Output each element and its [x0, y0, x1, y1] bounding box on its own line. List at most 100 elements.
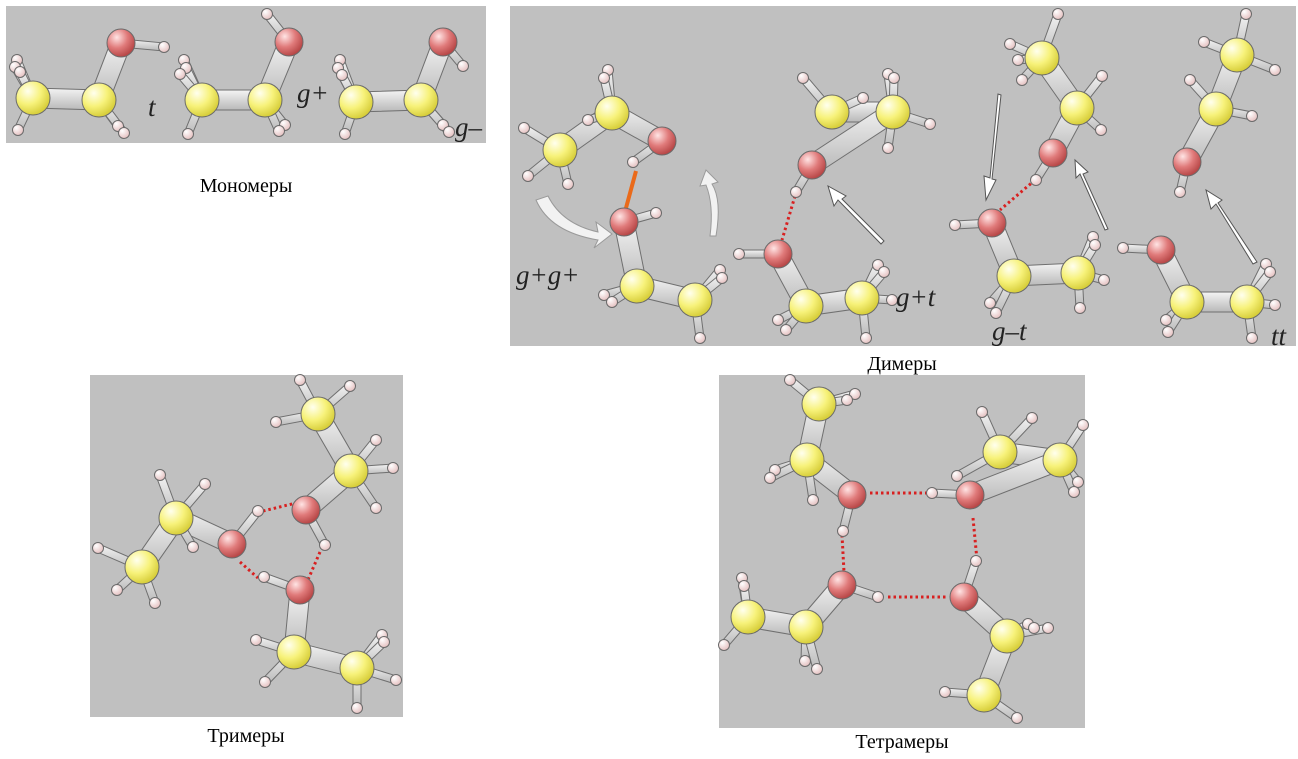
caption-tetramers: Тетрамеры	[855, 731, 948, 753]
hydrogen-bond	[971, 517, 979, 561]
monomers-panel: t g+ g–	[6, 6, 486, 143]
hydrogen-atom	[807, 494, 819, 506]
hydrogen-atom	[694, 332, 706, 344]
hydrogen-atom	[154, 469, 166, 481]
hydrogen-atom	[738, 580, 750, 592]
oxygen-atom	[428, 27, 458, 57]
label-g-minus: g–	[455, 112, 483, 142]
oxygen-atom	[949, 582, 979, 612]
hydrogen-bond	[624, 170, 638, 209]
hydrogen-atom	[1016, 74, 1028, 86]
dimer-gplus-t	[733, 68, 936, 344]
hydrogen-atom	[199, 478, 211, 490]
oxygen-atom	[1038, 138, 1068, 168]
carbon-atom	[15, 80, 51, 116]
hydrogen-atom	[984, 297, 996, 309]
carbon-atom	[300, 396, 336, 432]
hydrogen-atom	[849, 388, 861, 400]
trimer-molecule	[92, 374, 402, 714]
dimer-gplus-gplus	[518, 64, 728, 344]
hydrogen-atom	[1077, 419, 1089, 431]
hydrogen-atom	[811, 663, 823, 675]
label-gminus-t: g–t	[992, 316, 1028, 346]
hydrogen-atom	[12, 124, 24, 136]
hydrogen-atom	[733, 248, 745, 260]
hydrogen-atom	[1074, 302, 1086, 314]
oxygen-atom	[106, 28, 136, 58]
hydrogen-atom	[252, 505, 264, 517]
dimer-tt	[1117, 8, 1281, 344]
hydrogen-atom	[182, 128, 194, 140]
carbon-atom	[247, 82, 283, 118]
caption-trimers: Тримеры	[207, 725, 284, 747]
oxygen-atom	[647, 126, 677, 156]
carbon-atom	[788, 609, 824, 645]
carbon-atom	[333, 453, 369, 489]
rotation-arrow-right	[699, 169, 719, 237]
hydrogen-atom	[627, 156, 639, 168]
label-gplus-gplus: g+g+	[516, 260, 579, 290]
hydrogen-atom	[562, 178, 574, 190]
carbon-atom	[982, 434, 1018, 470]
hydrogen-atom	[336, 69, 348, 81]
hydrogen-atom	[518, 122, 530, 134]
oxygen-atom	[837, 480, 867, 510]
caption-monomers: Мономеры	[200, 175, 293, 197]
hydrogen-atom	[1028, 622, 1040, 634]
carbon-atom	[1169, 284, 1205, 320]
hydrogen-atom	[939, 686, 951, 698]
hydrogen-bond	[840, 534, 846, 573]
oxygen-atom	[1172, 147, 1202, 177]
hydrogen-atom	[1117, 242, 1129, 254]
hydrogen-atom	[294, 374, 306, 386]
carbon-atom	[730, 599, 766, 635]
tetramer-molecule	[718, 374, 1089, 724]
oxygen-atom	[977, 208, 1007, 238]
hydrogen-atom	[772, 314, 784, 326]
hydrogen-atom	[990, 307, 1002, 319]
caption-dimers: Димеры	[867, 353, 936, 375]
hydrogen-atom	[273, 125, 285, 137]
hydrogen-atom	[878, 266, 890, 278]
hydrogen-atom	[259, 676, 271, 688]
monomer-t-molecule	[9, 28, 170, 139]
hydrogen-atom	[716, 272, 728, 284]
hydrogen-atom	[650, 207, 662, 219]
hydrogen-atom	[882, 142, 894, 154]
hydrogen-atom	[888, 72, 900, 84]
hydrogen-atom	[606, 296, 618, 308]
hydrogen-bond	[999, 178, 1036, 212]
hydrogen-atom	[457, 60, 469, 72]
hydrogen-atom	[270, 416, 282, 428]
hydrogen-atom	[764, 472, 776, 484]
monomer-gplus-molecule	[174, 8, 304, 140]
hydrogen-atom	[1184, 74, 1196, 86]
hydrogen-atom	[149, 597, 161, 609]
hydrogen-atom	[1089, 239, 1101, 251]
direction-arrow	[827, 184, 885, 245]
carbon-atom	[875, 94, 911, 130]
hydrogen-bond	[780, 195, 797, 241]
oxygen-atom	[797, 150, 827, 180]
hydrogen-atom	[118, 127, 130, 139]
carbon-atom	[1198, 91, 1234, 127]
hydrogen-atom	[799, 655, 811, 667]
oxygen-atom	[1146, 235, 1176, 265]
hydrogen-atom	[258, 571, 270, 583]
hydrogen-atom	[951, 470, 963, 482]
hydrogen-bond	[239, 560, 259, 580]
dimers-panel: g+g+ g+t g–t tt	[510, 6, 1296, 351]
carbon-atom	[677, 282, 713, 318]
hydrogen-atom	[339, 128, 351, 140]
carbon-atom	[1060, 255, 1096, 291]
hydrogen-atom	[250, 634, 262, 646]
carbon-atom	[814, 94, 850, 130]
hydrogen-atom	[1269, 299, 1281, 311]
oxygen-atom	[274, 27, 304, 57]
direction-arrow-2	[1074, 158, 1109, 231]
carbon-atom	[276, 634, 312, 670]
direction-arrow-1	[983, 93, 1002, 202]
carbon-atom	[966, 677, 1002, 713]
hydrogen-atom	[92, 542, 104, 554]
